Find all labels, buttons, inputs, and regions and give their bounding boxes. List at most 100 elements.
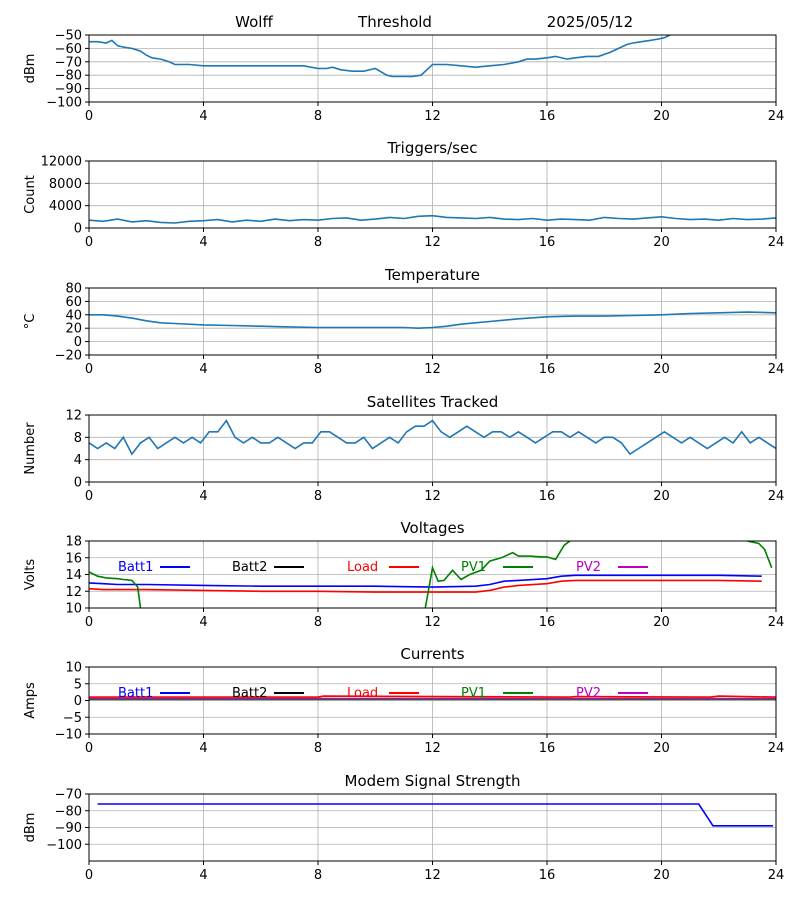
x-tick-label: 0 [85,235,93,250]
y-tick-label: 0 [74,222,82,237]
y-tick-label: 0 [74,335,82,350]
y-tick-label: 4000 [49,199,82,214]
x-tick-label: 4 [199,615,207,630]
x-tick-label: 12 [424,235,441,250]
series-line [89,419,776,456]
legend-label: PV1 [461,560,486,575]
series-line [89,35,671,78]
x-tick-label: 16 [539,109,556,124]
x-tick-label: 8 [314,109,322,124]
x-tick-label: 12 [424,615,441,630]
x-tick-label: 4 [199,741,207,756]
x-tick-label: 12 [424,741,441,756]
chart-panel: 0 4 8 12 16 20 24 −100 −90 −80−70 Modem Signal Str… [23,772,784,883]
x-tick-label: 16 [539,235,556,250]
chart-title: Currents [400,645,464,663]
x-tick-label: 16 [539,362,556,377]
x-tick-label: 16 [539,868,556,883]
y-tick-label: −70 [55,55,82,70]
series-line [97,803,774,827]
x-tick-label: 16 [539,615,556,630]
legend-label: Batt2 [232,560,267,575]
y-tick-label: 20 [65,322,82,337]
y-tick-label: 14 [65,568,82,583]
chart-panel: 0 4 8 12 16 20 24 0 4000 8000 12000 Triggers/sec Cou… [23,139,784,250]
series-line-pv1 [89,541,773,608]
legend-label: Load [347,560,378,575]
y-axis-label: °C [23,314,38,330]
chart-title: Temperature [384,266,480,284]
series-line [89,214,776,224]
x-tick-label: 24 [768,109,785,124]
x-tick-label: 8 [314,489,322,504]
chart-title: Satellites Tracked [367,393,498,411]
x-tick-label: 24 [768,235,785,250]
y-tick-label: 80 [65,282,82,297]
y-tick-label: 60 [65,295,82,310]
y-tick-label: −10 [55,728,82,743]
y-tick-label: 8 [74,431,82,446]
x-tick-label: 24 [768,362,785,377]
y-tick-label: −80 [55,804,82,819]
y-tick-label: 0 [74,694,82,709]
x-tick-label: 16 [539,489,556,504]
legend-label: Load [347,686,378,701]
y-tick-label: 5 [74,677,82,692]
header-title: Threshold [357,13,432,31]
x-tick-label: 0 [85,741,93,756]
x-tick-label: 0 [85,109,93,124]
x-tick-label: 4 [199,109,207,124]
chart-title: Triggers/sec [387,139,478,157]
header-station: Wolff [235,13,273,31]
x-tick-label: 8 [314,615,322,630]
y-tick-label: 12 [65,409,82,424]
y-tick-label: 10 [65,661,82,676]
x-tick-label: 4 [199,362,207,377]
y-tick-label: 40 [65,308,82,323]
y-tick-label: −100 [46,96,82,111]
series-line [89,311,776,330]
x-tick-label: 4 [199,489,207,504]
x-tick-label: 24 [768,741,785,756]
y-tick-label: 8000 [49,177,82,192]
legend-label: PV2 [576,686,601,701]
series-line-load [89,695,776,698]
x-tick-label: 8 [314,235,322,250]
legend-label: PV2 [576,560,601,575]
y-axis-label: Number [23,422,38,475]
y-tick-label: −20 [55,349,82,364]
y-tick-label: 12 [65,585,82,600]
header-date: 2025/05/12 [547,13,633,31]
x-tick-label: 12 [424,109,441,124]
y-tick-label: −80 [55,69,82,84]
legend-label: Batt2 [232,686,267,701]
x-tick-label: 8 [314,362,322,377]
x-tick-label: 4 [199,868,207,883]
y-tick-label: −5 [63,711,82,726]
x-tick-label: 12 [424,868,441,883]
chart-panel: 0 4 8 12 16 20 24 0 4 8 12 Satellites Tracked Number [23,393,784,504]
y-tick-label: −70 [55,788,82,803]
y-tick-label: 10 [65,602,82,617]
y-axis-label: Count [23,175,38,214]
x-tick-label: 20 [653,235,670,250]
y-tick-label: 0 [74,476,82,491]
series-line-load [89,579,762,593]
chart-title: Voltages [400,519,464,537]
x-tick-label: 24 [768,615,785,630]
x-tick-label: 20 [653,741,670,756]
x-tick-label: 0 [85,489,93,504]
x-tick-label: 0 [85,362,93,377]
x-tick-label: 24 [768,489,785,504]
chart-panel: 0 4 8 12 16 20 24 −100−90−80−70−60−50 dBm [23,29,784,125]
series-line-batt1 [89,574,762,588]
x-tick-label: 8 [314,868,322,883]
y-tick-label: −90 [55,82,82,97]
x-tick-label: 0 [85,868,93,883]
y-axis-label: dBm [23,54,38,84]
x-tick-label: 20 [653,489,670,504]
x-tick-label: 20 [653,868,670,883]
